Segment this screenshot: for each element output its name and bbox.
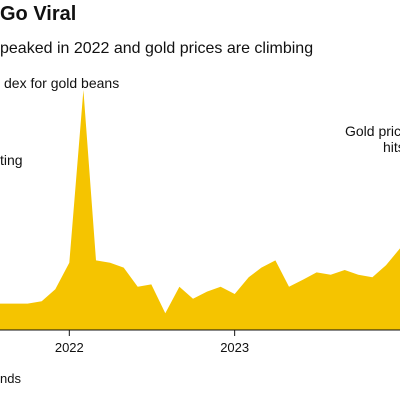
annotation-right-label-line2: hits	[383, 139, 400, 155]
chart-title: Go Viral	[0, 3, 77, 25]
chart-subtitle: peaked in 2022 and gold prices are climb…	[0, 40, 314, 57]
x-tick-label: 2023	[220, 340, 249, 355]
annotation-right-label-line1: Gold pric	[345, 123, 400, 139]
x-axis-ticks: 2022 2023	[55, 330, 249, 355]
annotation-index-label: dex for gold beans	[4, 75, 120, 91]
annotation-left-label: ting	[0, 152, 23, 168]
gold-beans-index-area	[0, 90, 400, 330]
source-note: nds	[0, 371, 21, 386]
x-tick-label: 2022	[55, 340, 84, 355]
